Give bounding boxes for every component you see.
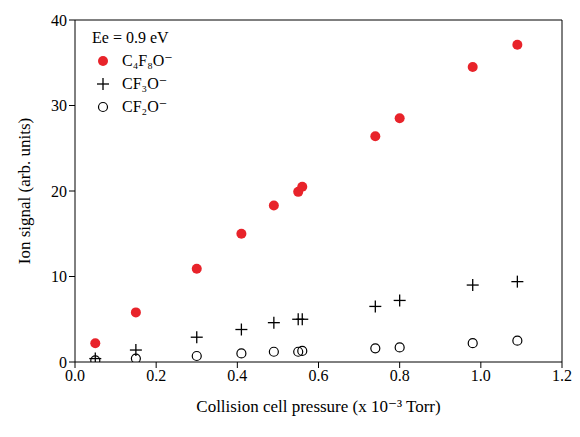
svg-text:1.2: 1.2 (552, 367, 572, 384)
svg-text:0.2: 0.2 (146, 367, 166, 384)
svg-text:0.0: 0.0 (65, 367, 85, 384)
svg-text:Collision cell pressure (x 10⁻: Collision cell pressure (x 10⁻³ Torr) (196, 397, 440, 416)
svg-text:40: 40 (51, 12, 67, 29)
svg-text:0: 0 (59, 354, 67, 371)
svg-text:0.8: 0.8 (390, 367, 410, 384)
html-text:CF₃O⁻: CF₃O⁻ (122, 75, 168, 92)
svg-text:20: 20 (51, 183, 67, 200)
svg-text:0.6: 0.6 (309, 367, 329, 384)
svg-text:10: 10 (51, 268, 67, 285)
svg-text:0.4: 0.4 (227, 367, 247, 384)
html-text:Ee = 0.9 eV: Ee = 0.9 eV (92, 29, 169, 46)
svg-text:30: 30 (51, 97, 67, 114)
svg-text:1.0: 1.0 (471, 367, 491, 384)
html-text:CF₂O⁻: CF₂O⁻ (122, 98, 168, 115)
html-text:C₄F₈O⁻: C₄F₈O⁻ (122, 52, 173, 69)
svg-text:Ion signal (arb. units): Ion signal (arb. units) (15, 118, 34, 264)
